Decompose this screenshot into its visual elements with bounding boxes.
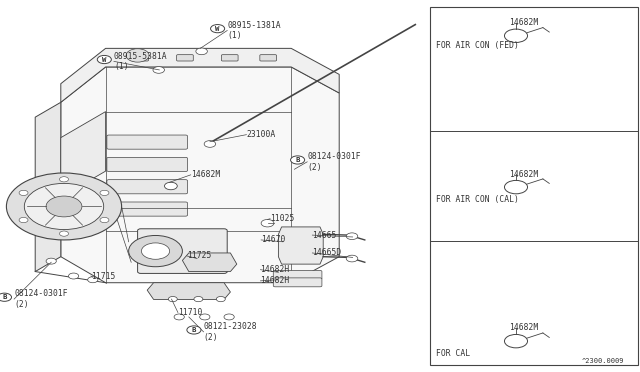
Text: FOR AIR CON (CAL): FOR AIR CON (CAL) [436,195,519,204]
Polygon shape [61,48,339,102]
Circle shape [194,296,203,302]
Text: 14682H: 14682H [260,265,290,274]
Circle shape [129,235,182,267]
Text: 11710: 11710 [178,308,202,317]
FancyBboxPatch shape [107,202,188,216]
Text: 14665: 14665 [312,231,337,240]
Circle shape [346,255,358,262]
Text: 23100A: 23100A [246,130,276,139]
Text: 11715: 11715 [91,272,115,280]
Text: 14682M: 14682M [509,170,538,179]
Circle shape [100,190,109,196]
Circle shape [216,296,225,302]
Text: 14682H: 14682H [260,276,290,285]
Circle shape [346,233,358,240]
Text: ^2300.0009: ^2300.0009 [582,358,624,364]
Circle shape [261,219,274,227]
Polygon shape [182,253,237,272]
Circle shape [0,293,12,301]
Circle shape [19,190,28,196]
Polygon shape [61,67,339,283]
FancyBboxPatch shape [273,278,322,287]
Polygon shape [61,112,106,197]
Circle shape [24,183,104,230]
Text: B: B [296,157,300,163]
Text: 14682M: 14682M [509,323,538,332]
Text: 14682M: 14682M [509,18,538,27]
FancyBboxPatch shape [107,135,188,149]
Text: FOR AIR CON (FED): FOR AIR CON (FED) [436,41,519,50]
Text: 08124-0301F
(2): 08124-0301F (2) [14,289,68,309]
Circle shape [211,25,225,33]
Circle shape [19,217,28,222]
Circle shape [153,67,164,73]
Circle shape [100,217,109,222]
Text: 14682M: 14682M [191,170,220,179]
Text: 14670: 14670 [261,235,285,244]
Text: 14665D: 14665D [312,248,342,257]
Text: B: B [3,294,6,300]
FancyBboxPatch shape [430,7,638,365]
Circle shape [141,243,170,259]
Circle shape [187,326,201,334]
Circle shape [200,314,210,320]
Circle shape [60,177,68,182]
FancyBboxPatch shape [260,55,276,61]
Circle shape [97,55,111,64]
Text: 08915-1381A
(1): 08915-1381A (1) [227,21,281,40]
Circle shape [168,296,177,302]
Circle shape [174,314,184,320]
Circle shape [6,173,122,240]
Text: FOR CAL: FOR CAL [436,349,470,358]
Text: W: W [102,57,106,62]
Circle shape [224,314,234,320]
Text: 08124-0301F
(2): 08124-0301F (2) [307,152,361,171]
Polygon shape [147,283,230,299]
Circle shape [291,156,305,164]
Circle shape [46,258,56,264]
FancyBboxPatch shape [221,55,238,61]
FancyBboxPatch shape [177,55,193,61]
Text: 08121-23028
(2): 08121-23028 (2) [204,322,257,341]
FancyBboxPatch shape [107,157,188,171]
Circle shape [46,196,82,217]
Circle shape [60,231,68,236]
Circle shape [126,49,149,62]
FancyBboxPatch shape [107,180,188,194]
Text: 08915-5381A
(1): 08915-5381A (1) [114,52,168,71]
FancyBboxPatch shape [273,270,322,279]
Text: W: W [216,26,220,32]
Text: B: B [192,327,196,333]
Polygon shape [278,227,323,264]
Polygon shape [35,102,61,272]
Circle shape [164,182,177,190]
Circle shape [196,48,207,55]
Circle shape [204,141,216,147]
Text: 11025: 11025 [270,214,294,223]
Text: 11725: 11725 [187,251,211,260]
Circle shape [68,273,79,279]
Circle shape [88,277,98,283]
FancyBboxPatch shape [138,229,227,273]
FancyBboxPatch shape [132,55,148,61]
